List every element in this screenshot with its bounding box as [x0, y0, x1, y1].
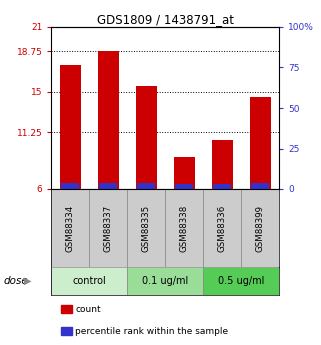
Bar	[165, 189, 203, 267]
Bar	[203, 189, 241, 267]
Bar	[100, 183, 117, 189]
Text: control: control	[73, 276, 106, 286]
Text: dose: dose	[3, 276, 28, 286]
Text: 0.1 ug/ml: 0.1 ug/ml	[142, 276, 188, 286]
Bar	[60, 65, 81, 189]
Title: GDS1809 / 1438791_at: GDS1809 / 1438791_at	[97, 13, 234, 26]
Text: GSM88338: GSM88338	[180, 204, 189, 252]
Bar	[212, 140, 233, 189]
Text: GSM88337: GSM88337	[104, 204, 113, 252]
Bar	[51, 267, 127, 295]
Text: count: count	[75, 305, 101, 314]
Bar	[51, 189, 89, 267]
Bar	[241, 189, 279, 267]
Text: ▶: ▶	[23, 276, 31, 286]
Text: GSM88334: GSM88334	[66, 204, 75, 252]
Bar	[176, 184, 193, 189]
Bar	[98, 51, 119, 189]
Bar	[62, 183, 79, 189]
Bar	[250, 97, 271, 189]
Bar	[127, 189, 165, 267]
Bar	[136, 86, 157, 189]
Text: GSM88336: GSM88336	[218, 204, 227, 252]
Text: GSM88335: GSM88335	[142, 204, 151, 252]
Text: percentile rank within the sample: percentile rank within the sample	[75, 326, 229, 335]
Bar	[213, 184, 231, 189]
Bar	[203, 267, 279, 295]
Text: GSM88399: GSM88399	[256, 205, 265, 252]
Bar	[251, 183, 269, 189]
Bar	[127, 267, 203, 295]
Bar	[137, 183, 155, 189]
Bar	[174, 157, 195, 189]
Bar	[89, 189, 127, 267]
Text: 0.5 ug/ml: 0.5 ug/ml	[218, 276, 265, 286]
